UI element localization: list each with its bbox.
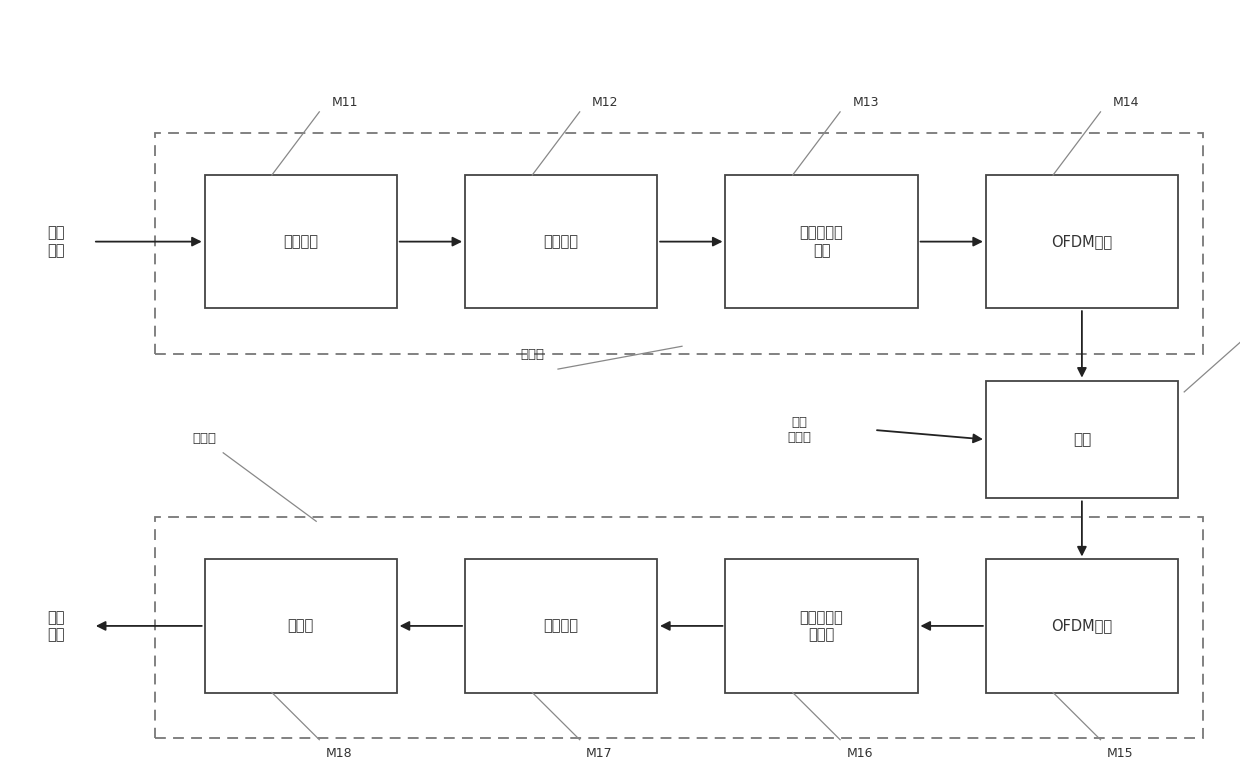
Bar — [205, 559, 397, 693]
Text: 纠错编码: 纠错编码 — [543, 234, 579, 249]
Bar — [465, 175, 657, 308]
Text: OFDM解调: OFDM解调 — [1052, 619, 1112, 633]
Text: M14: M14 — [1114, 96, 1140, 109]
Text: M11: M11 — [332, 96, 358, 109]
Text: 数据
信元: 数据 信元 — [47, 610, 64, 642]
Bar — [986, 175, 1178, 308]
Text: 发射机: 发射机 — [521, 349, 544, 361]
Bar — [465, 559, 657, 693]
Text: 信道: 信道 — [1073, 432, 1091, 447]
Bar — [725, 175, 918, 308]
Bar — [155, 517, 1203, 738]
Text: 接收机: 接收机 — [192, 432, 216, 445]
Text: 纠错解码: 纠错解码 — [543, 619, 579, 633]
Text: 失真
和干扰: 失真 和干扰 — [787, 416, 812, 444]
Text: 时域与频域
交织: 时域与频域 交织 — [800, 225, 843, 258]
Bar — [205, 175, 397, 308]
Text: 数据扰码: 数据扰码 — [283, 234, 319, 249]
Text: 数据
信元: 数据 信元 — [47, 225, 64, 258]
Text: M15: M15 — [1107, 747, 1133, 760]
Text: 时域与频域
解交织: 时域与频域 解交织 — [800, 610, 843, 642]
Bar — [986, 559, 1178, 693]
Bar — [155, 133, 1203, 354]
Text: M16: M16 — [846, 747, 873, 760]
Text: 解扰码: 解扰码 — [288, 619, 314, 633]
Bar — [986, 380, 1178, 498]
Text: M13: M13 — [853, 96, 879, 109]
Text: OFDM调制: OFDM调制 — [1052, 234, 1112, 249]
Bar — [725, 559, 918, 693]
Text: M17: M17 — [587, 747, 613, 760]
Text: M12: M12 — [593, 96, 619, 109]
Text: M18: M18 — [325, 747, 352, 760]
